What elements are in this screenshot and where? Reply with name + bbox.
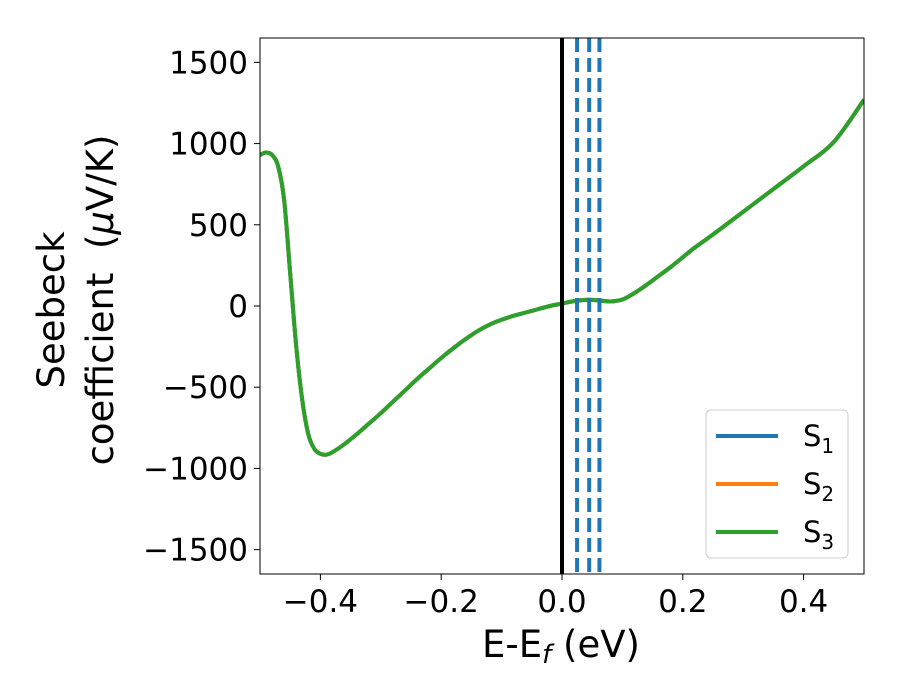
y-tick-label: 500 <box>189 208 248 244</box>
y-axis-label-line1: Seebeck <box>30 231 73 389</box>
x-tick-label: 0.2 <box>658 584 707 620</box>
x-tick-label: 0.4 <box>779 584 828 620</box>
y-axis-label-line2: coefficient (μV/K) <box>79 135 122 466</box>
legend-label-s1: S1 <box>803 419 834 458</box>
y-tick-label: 1000 <box>169 127 248 163</box>
y-tick-label: −1500 <box>143 533 248 569</box>
x-tick-label: 0.0 <box>537 584 586 620</box>
y-tick-label: −500 <box>163 370 248 406</box>
y-tick-label: 1500 <box>169 45 248 81</box>
legend-label-s3: S3 <box>803 515 834 554</box>
x-tick-label: −0.2 <box>404 584 479 620</box>
x-axis-label: E-Ef (eV) <box>482 623 640 670</box>
x-ticks: −0.4 −0.2 0.0 0.2 0.4 <box>283 574 828 620</box>
x-tick-label: −0.4 <box>283 584 358 620</box>
series-layer <box>260 98 864 457</box>
plot-area <box>260 38 864 574</box>
vline-layer <box>560 38 602 574</box>
y-tick-label: −1000 <box>143 451 248 487</box>
y-ticks: −1500 −1000 −500 0 500 1000 1500 <box>143 45 260 569</box>
series-line-s3 <box>260 98 864 457</box>
legend-label-s2: S2 <box>803 467 834 506</box>
legend-items: S1 S2 S3 <box>716 419 834 554</box>
y-tick-label: 0 <box>228 289 248 325</box>
legend: S1 S2 S3 <box>705 409 849 559</box>
